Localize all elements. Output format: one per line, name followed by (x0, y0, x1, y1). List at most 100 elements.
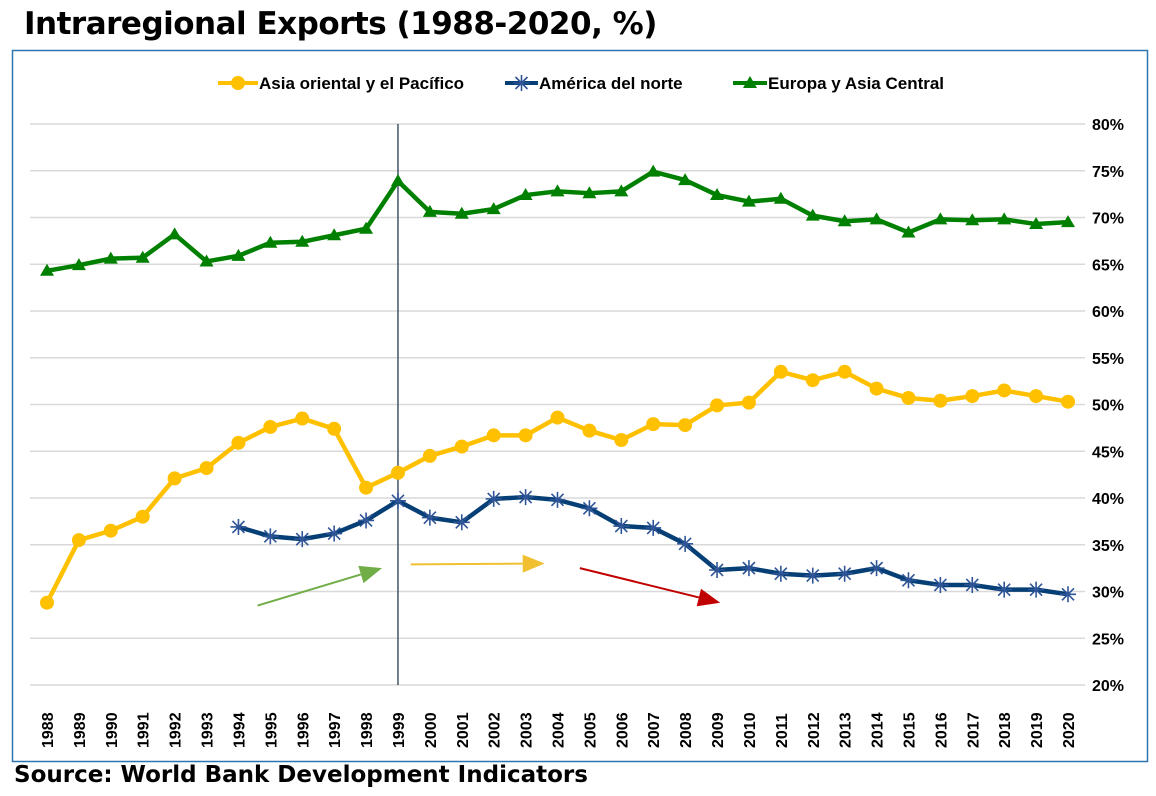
data-point (709, 561, 726, 578)
data-point (295, 234, 310, 247)
y-tick-label: 30% (1092, 585, 1124, 602)
x-tick-label: 2013 (838, 712, 855, 748)
data-point (997, 383, 1012, 398)
data-point (550, 410, 565, 425)
data-point (294, 531, 311, 548)
data-point (517, 489, 534, 506)
data-point (613, 518, 630, 535)
data-point (773, 364, 788, 379)
legend-label: Asia oriental y el Pacífico (259, 74, 464, 93)
data-point (677, 535, 694, 552)
x-tick-label: 1989 (72, 712, 89, 748)
data-point (103, 251, 118, 264)
data-point (422, 204, 437, 217)
data-point (837, 214, 852, 227)
data-point (614, 433, 629, 448)
data-point (358, 512, 375, 529)
data-point (965, 213, 980, 226)
x-tick-label: 1991 (136, 712, 153, 748)
y-tick-label: 25% (1092, 631, 1124, 648)
x-tick-label: 2020 (1061, 712, 1078, 748)
x-tick-label: 2009 (710, 712, 727, 748)
annotation-arrow-shaft (257, 573, 362, 607)
y-tick-label: 70% (1092, 211, 1124, 228)
x-tick-label: 2001 (455, 712, 472, 748)
series-line-0 (44, 369, 1069, 604)
data-point (582, 186, 597, 199)
data-point (582, 423, 597, 438)
data-point (359, 221, 374, 234)
legend-marker (231, 76, 245, 90)
annotation-arrow-shaft (579, 567, 700, 599)
x-tick-label: 2016 (933, 712, 950, 748)
data-point (326, 525, 343, 542)
data-point (933, 393, 948, 408)
data-point (327, 228, 342, 241)
data-point (135, 250, 150, 263)
x-tick-label: 1995 (263, 712, 280, 748)
x-tick-label: 2017 (965, 712, 982, 748)
data-point (869, 381, 884, 396)
x-tick-label: 2008 (678, 712, 695, 748)
x-tick-label: 2000 (423, 712, 440, 748)
data-point (231, 435, 246, 450)
data-point (678, 173, 693, 186)
annotation-arrow-head (358, 565, 383, 584)
data-point (741, 395, 756, 410)
y-tick-label: 80% (1092, 117, 1124, 134)
data-point (40, 595, 54, 610)
data-point (231, 248, 246, 261)
data-point (549, 491, 566, 508)
x-tick-label: 2007 (646, 712, 663, 748)
data-point (359, 480, 374, 495)
y-tick-label: 40% (1092, 491, 1124, 508)
data-point (390, 465, 405, 480)
data-point (646, 417, 661, 432)
data-point (869, 212, 884, 225)
data-point (740, 560, 757, 577)
data-point (486, 428, 501, 443)
data-point (901, 390, 916, 405)
data-point (1061, 394, 1075, 409)
x-tick-label: 1988 (40, 712, 57, 748)
x-tick-label: 1996 (295, 712, 312, 748)
legend-label: Europa y Asia Central (768, 74, 944, 93)
data-point (868, 560, 885, 577)
y-tick-label: 65% (1092, 257, 1124, 274)
data-point (836, 565, 853, 582)
data-point (199, 254, 214, 267)
x-tick-label: 1999 (391, 712, 408, 748)
data-point (230, 518, 247, 535)
data-point (422, 448, 437, 463)
data-point (485, 490, 502, 507)
x-tick-label: 2003 (519, 712, 536, 748)
data-point (1061, 215, 1075, 228)
x-tick-label: 2011 (774, 713, 791, 748)
data-point (167, 471, 182, 486)
data-point (996, 581, 1013, 598)
y-tick-label: 20% (1092, 678, 1124, 695)
data-point (486, 202, 501, 215)
data-point (518, 188, 533, 201)
legend-marker (513, 75, 530, 91)
x-tick-label: 2014 (870, 712, 887, 748)
data-point (550, 184, 565, 197)
data-point (518, 428, 533, 443)
data-point (40, 263, 54, 276)
data-point (933, 212, 948, 225)
data-point (263, 419, 278, 434)
data-point (327, 421, 342, 436)
data-point (710, 188, 725, 201)
y-tick-label: 60% (1092, 304, 1124, 321)
data-point (900, 572, 917, 589)
data-point (390, 174, 405, 187)
data-point (805, 208, 820, 221)
data-point (1028, 581, 1045, 598)
x-tick-label: 1998 (359, 712, 376, 748)
x-tick-label: 1993 (200, 712, 217, 748)
x-tick-label: 2018 (997, 712, 1014, 748)
legend-marker (743, 76, 757, 88)
chart-title: Intraregional Exports (1988-2020, %) (24, 6, 657, 42)
